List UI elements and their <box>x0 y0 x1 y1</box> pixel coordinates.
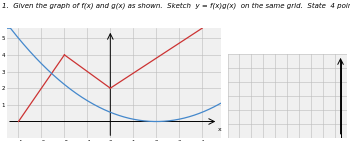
Text: 1.  Given the graph of f(x) and g(x) as shown.  Sketch  y = f(x)g(x)  on the sam: 1. Given the graph of f(x) and g(x) as s… <box>2 3 350 9</box>
Text: x: x <box>217 127 221 132</box>
